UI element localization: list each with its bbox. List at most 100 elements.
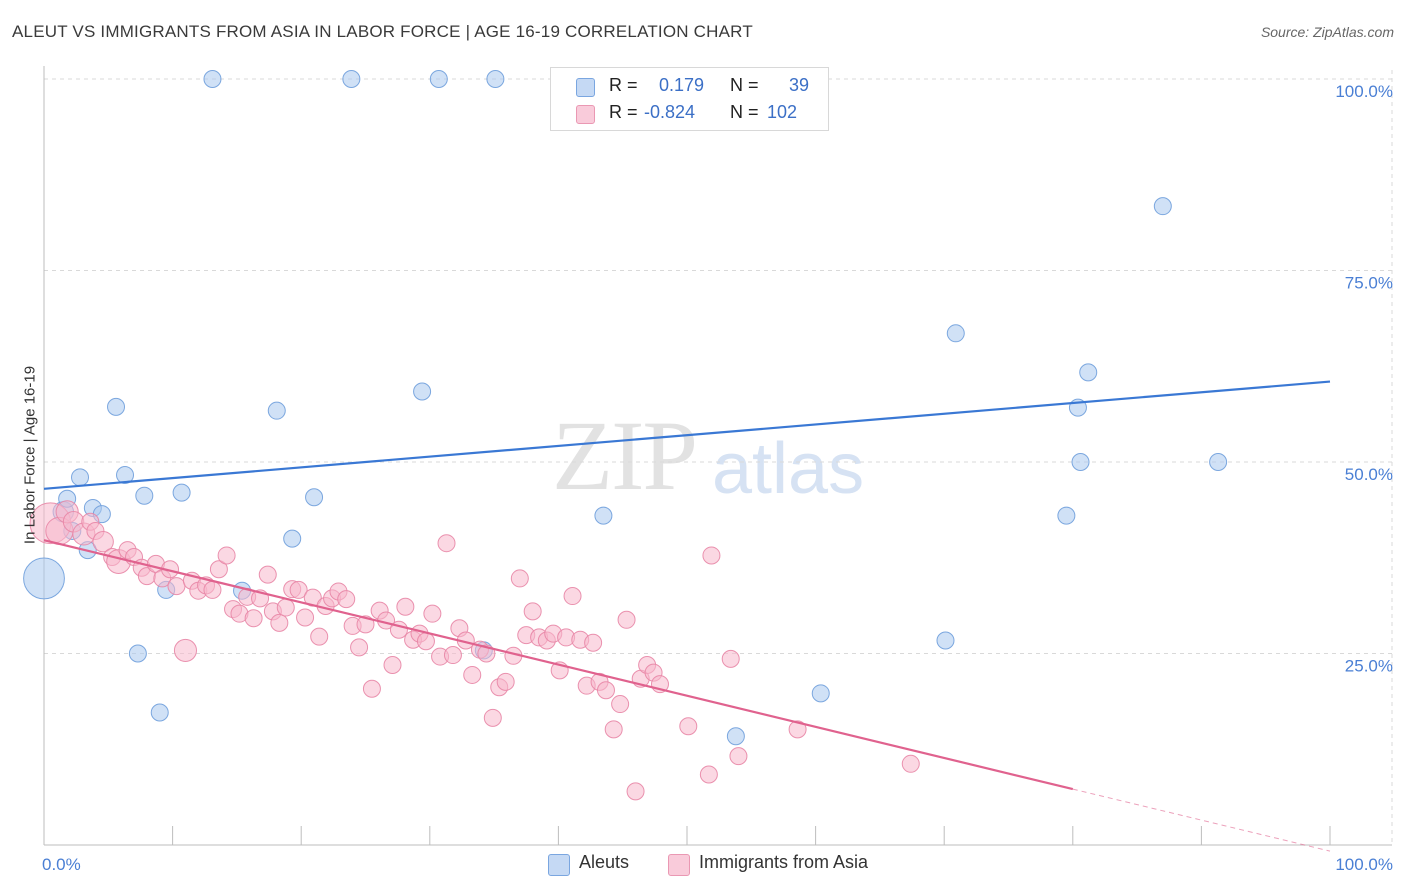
y-tick-label-25: 25.0% bbox=[1345, 657, 1393, 676]
axes bbox=[43, 66, 1392, 846]
aleut-point-19 bbox=[305, 488, 324, 507]
aleut-trend-line bbox=[43, 380, 1331, 490]
aleut-point-0 bbox=[23, 557, 65, 600]
asia-point-61 bbox=[463, 665, 482, 684]
asia-point-7 bbox=[92, 530, 114, 553]
source-credit: Source: ZipAtlas.com bbox=[1260, 24, 1394, 40]
y-axis-label: In Labor Force | Age 16-19 bbox=[21, 365, 39, 545]
asia-point-85 bbox=[626, 782, 645, 801]
asia-point-35 bbox=[289, 580, 308, 599]
bottom-legend-aleut: Aleuts bbox=[579, 852, 630, 872]
legend-aleut-r-value: 0.179 bbox=[659, 75, 705, 95]
aleut-point-24 bbox=[486, 70, 505, 88]
correlation-legend: R = 0.179 N = 39 R = -0.824 N = 102 bbox=[550, 67, 829, 131]
aleut-point-27 bbox=[811, 684, 830, 703]
y-tick-label-75: 75.0% bbox=[1345, 274, 1393, 293]
asia-point-76 bbox=[563, 587, 582, 606]
asia-point-33 bbox=[276, 598, 295, 617]
asia-point-83 bbox=[611, 695, 630, 714]
asia-point-66 bbox=[496, 672, 515, 691]
aleut-point-34 bbox=[1153, 197, 1172, 216]
x-tick-label-min: 0.0% bbox=[42, 855, 81, 874]
asia-point-28 bbox=[244, 609, 263, 628]
aleut-point-21 bbox=[413, 382, 432, 401]
legend-asia-n-value: 102 bbox=[767, 102, 798, 122]
aleut-point-18 bbox=[283, 529, 302, 548]
data-points bbox=[23, 70, 1228, 801]
asia-point-44 bbox=[350, 638, 369, 657]
asia-point-51 bbox=[396, 597, 415, 616]
aleut-point-17 bbox=[267, 401, 286, 420]
aleut-point-33 bbox=[1079, 363, 1098, 382]
asia-point-17 bbox=[167, 577, 186, 596]
aleut-point-15 bbox=[203, 70, 222, 88]
asia-point-70 bbox=[523, 602, 542, 621]
asia-point-68 bbox=[510, 569, 529, 588]
y-tick-label-50: 50.0% bbox=[1345, 465, 1393, 484]
aleut-point-9 bbox=[116, 466, 135, 485]
legend-aleut-n-label: N = bbox=[730, 75, 759, 95]
watermark-atlas: atlas bbox=[712, 429, 865, 509]
asia-point-95 bbox=[788, 720, 807, 739]
asia-point-96 bbox=[901, 754, 920, 773]
aleut-point-20 bbox=[342, 70, 361, 88]
aleut-point-10 bbox=[128, 644, 147, 663]
bottom-legend-swatch-asia bbox=[668, 854, 690, 876]
legend-aleut-r-label: R = bbox=[609, 75, 638, 95]
asia-point-22 bbox=[203, 580, 222, 599]
aleut-point-28 bbox=[936, 631, 955, 650]
legend-swatch-aleut bbox=[576, 78, 595, 97]
y-tick-label-100: 100.0% bbox=[1335, 82, 1393, 101]
aleut-point-4 bbox=[71, 468, 90, 487]
legend-aleut-n-value: 39 bbox=[789, 75, 810, 95]
asia-point-32 bbox=[270, 613, 289, 632]
asia-point-18 bbox=[173, 638, 198, 662]
bottom-legend-asia: Immigrants from Asia bbox=[699, 852, 869, 872]
asia-trend-line bbox=[43, 539, 1074, 791]
aleut-point-26 bbox=[726, 727, 745, 746]
grid-lines bbox=[44, 70, 1393, 845]
asia-point-64 bbox=[483, 708, 502, 727]
aleut-point-35 bbox=[1209, 453, 1228, 471]
aleut-point-14 bbox=[172, 483, 191, 502]
asia-point-30 bbox=[258, 565, 277, 584]
asia-point-46 bbox=[362, 679, 381, 698]
asia-point-92 bbox=[702, 546, 721, 565]
aleut-point-32 bbox=[1071, 453, 1090, 471]
x-tick-label-max: 100.0% bbox=[1335, 855, 1393, 874]
asia-point-45 bbox=[356, 615, 375, 634]
asia-point-42 bbox=[337, 590, 356, 609]
asia-point-58 bbox=[443, 646, 462, 665]
asia-point-90 bbox=[679, 717, 698, 736]
aleut-point-25 bbox=[594, 506, 613, 525]
asia-point-84 bbox=[617, 610, 636, 629]
asia-point-49 bbox=[383, 655, 402, 674]
tick-labels: 25.0% 50.0% 75.0% 100.0% 0.0% 100.0% bbox=[42, 82, 1393, 874]
asia-point-24 bbox=[217, 546, 236, 565]
legend-asia-r-value: -0.824 bbox=[644, 102, 696, 122]
asia-point-54 bbox=[416, 632, 435, 651]
chart-title: ALEUT VS IMMIGRANTS FROM ASIA IN LABOR F… bbox=[12, 22, 753, 41]
asia-point-23 bbox=[209, 560, 228, 579]
asia-point-36 bbox=[296, 608, 315, 627]
aleut-point-8 bbox=[107, 397, 126, 416]
aleut-point-11 bbox=[135, 486, 154, 505]
asia-point-38 bbox=[310, 627, 329, 646]
asia-point-57 bbox=[437, 534, 456, 553]
aleut-point-30 bbox=[1057, 506, 1076, 525]
legend-swatch-asia bbox=[576, 105, 595, 124]
trend-lines bbox=[43, 380, 1331, 852]
bottom-legend-swatch-aleut bbox=[548, 854, 570, 876]
aleut-point-29 bbox=[946, 324, 965, 343]
legend-asia-n-label: N = bbox=[730, 102, 759, 122]
asia-trend-extension bbox=[1072, 788, 1331, 852]
aleut-point-12 bbox=[150, 703, 169, 722]
legend-asia-r-label: R = bbox=[609, 102, 638, 122]
asia-point-79 bbox=[584, 633, 603, 652]
aleut-point-22 bbox=[429, 70, 448, 88]
asia-point-93 bbox=[721, 649, 740, 668]
asia-point-81 bbox=[596, 681, 615, 700]
asia-point-55 bbox=[423, 604, 442, 623]
asia-point-94 bbox=[729, 747, 748, 766]
